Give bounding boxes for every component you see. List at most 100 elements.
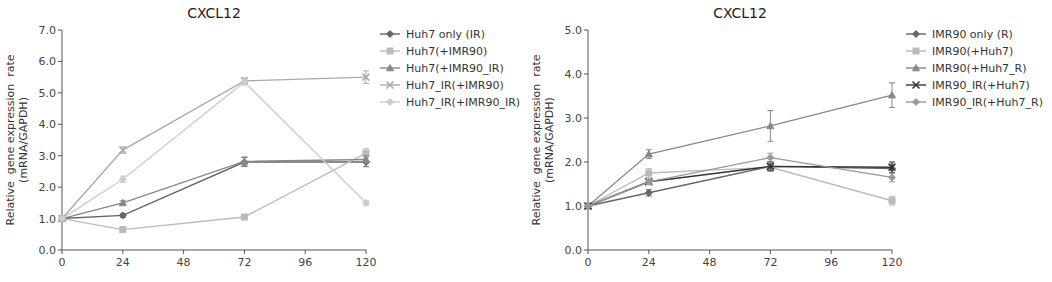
series-line xyxy=(588,167,892,206)
error-bar xyxy=(241,79,247,85)
y-tick-label: 1.0 xyxy=(565,200,583,213)
legend-item: Huh7 only (IR) xyxy=(380,28,485,41)
x-tick xyxy=(831,250,832,254)
data-point xyxy=(59,215,66,222)
data-point xyxy=(363,156,370,162)
y-tick xyxy=(584,118,588,119)
y-tick xyxy=(584,162,588,163)
y-tick xyxy=(58,30,62,31)
y-tick xyxy=(584,250,588,251)
y-tick xyxy=(58,155,62,156)
data-point xyxy=(59,215,66,221)
data-point xyxy=(889,164,896,171)
x-tick xyxy=(588,250,589,254)
x-tick-label: 0 xyxy=(59,256,66,269)
error-bar xyxy=(120,147,126,153)
series-line xyxy=(588,95,892,206)
series xyxy=(59,156,370,222)
series xyxy=(585,162,896,210)
data-point xyxy=(119,212,126,219)
x-axis xyxy=(62,250,366,251)
error-bar xyxy=(363,200,369,205)
series-line xyxy=(588,166,892,206)
data-point xyxy=(646,170,652,176)
y-tick-label: 0.0 xyxy=(565,244,583,257)
data-point xyxy=(585,203,592,210)
x-tick xyxy=(892,250,893,254)
legend-label: IMR90(+Huh7_R) xyxy=(932,62,1027,75)
series-line xyxy=(62,153,366,229)
x-tick xyxy=(305,250,306,254)
error-bar xyxy=(767,153,773,162)
legend-label: Huh7 only (IR) xyxy=(406,28,485,41)
legend-item: IMR90_IR(+Huh7) xyxy=(906,79,1030,92)
y-tick xyxy=(58,61,62,62)
y-tick-label: 7.0 xyxy=(39,24,57,37)
x-tick-label: 0 xyxy=(585,256,592,269)
data-point xyxy=(889,92,896,98)
x-tick xyxy=(770,250,771,254)
legend-label: IMR90_IR(+Huh7_R) xyxy=(932,96,1043,109)
data-point xyxy=(241,78,248,85)
y-tick-label: 6.0 xyxy=(39,55,57,68)
x-tick-label: 24 xyxy=(116,256,130,269)
figure: CXCL120.01.02.03.04.05.06.07.00244872961… xyxy=(0,0,1052,282)
legend-item: IMR90(+Huh7_R) xyxy=(906,62,1027,75)
data-point xyxy=(363,199,370,206)
x-tick-label: 72 xyxy=(237,256,251,269)
data-point xyxy=(767,163,774,170)
legend-label: IMR90_IR(+Huh7) xyxy=(932,79,1030,92)
legend-marker xyxy=(387,82,394,89)
series xyxy=(59,157,370,222)
series xyxy=(585,83,896,209)
y-tick xyxy=(584,30,588,31)
x-tick xyxy=(122,250,123,254)
data-point xyxy=(645,178,652,185)
chart-title: CXCL12 xyxy=(713,5,767,21)
legend-item: Huh7(+IMR90) xyxy=(380,45,487,58)
series-line xyxy=(588,166,892,206)
error-bar xyxy=(241,157,247,166)
data-point xyxy=(59,215,66,222)
error-bar xyxy=(646,179,652,184)
legend-item: Huh7_IR(+IMR90) xyxy=(380,79,504,92)
error-bar xyxy=(767,111,773,142)
legend-item: IMR90_IR(+Huh7_R) xyxy=(906,96,1043,109)
y-tick-label: 5.0 xyxy=(39,87,57,100)
y-axis-label: Relative gene expression rate(mRNA/GAPDH… xyxy=(4,54,30,225)
legend-label: Huh7(+IMR90) xyxy=(406,45,487,58)
y-axis-label: Relative gene expression rate(mRNA/GAPDH… xyxy=(530,54,556,225)
plot-area xyxy=(59,71,370,233)
data-point xyxy=(59,215,66,222)
data-point xyxy=(889,198,895,204)
error-bar xyxy=(363,71,369,84)
series-line xyxy=(62,82,366,219)
error-bar xyxy=(363,156,369,164)
legend-marker xyxy=(387,31,394,38)
data-point xyxy=(59,216,65,222)
x-tick-label: 48 xyxy=(703,256,717,269)
x-tick-label: 24 xyxy=(642,256,656,269)
y-axis-label-line: Relative gene expression rate xyxy=(4,54,17,225)
data-point xyxy=(119,147,126,154)
data-point xyxy=(241,77,248,84)
y-tick-label: 3.0 xyxy=(565,112,583,125)
y-tick xyxy=(58,92,62,93)
y-tick-label: 5.0 xyxy=(565,24,583,37)
y-tick-label: 1.0 xyxy=(39,213,57,226)
legend-item: Huh7(+IMR90_IR) xyxy=(380,62,504,75)
data-point xyxy=(241,159,248,166)
data-point xyxy=(645,151,652,157)
y-axis-label-line: (mRNA/GAPDH) xyxy=(17,97,30,183)
x-tick xyxy=(709,250,710,254)
x-tick xyxy=(366,250,367,254)
y-tick-label: 2.0 xyxy=(565,156,583,169)
legend: Huh7 only (IR) Huh7(+IMR90) Huh7(+IMR90_IR… xyxy=(380,28,520,109)
x-tick xyxy=(183,250,184,254)
data-point xyxy=(119,199,126,205)
y-tick-label: 3.0 xyxy=(39,150,57,163)
error-bar xyxy=(889,162,895,173)
y-tick xyxy=(58,250,62,251)
data-point xyxy=(119,176,126,183)
legend-marker xyxy=(913,65,920,71)
